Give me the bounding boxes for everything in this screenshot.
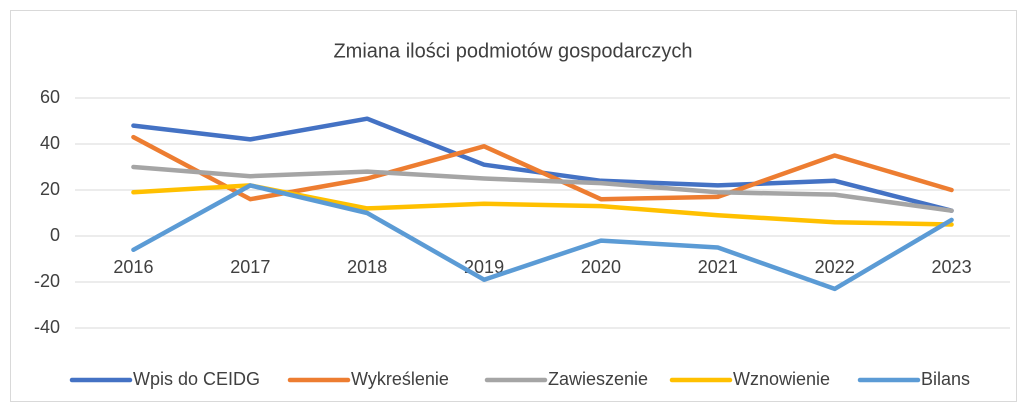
series-line — [131, 164, 954, 213]
x-tick-label: 2021 — [698, 257, 738, 277]
y-tick-label: 0 — [50, 225, 60, 245]
x-tick-label: 2020 — [581, 257, 621, 277]
y-tick-label: 60 — [40, 87, 60, 107]
x-tick-label: 2022 — [815, 257, 855, 277]
legend-label: Zawieszenie — [548, 369, 648, 389]
x-tick-label: 2017 — [230, 257, 270, 277]
x-tick-label: 2018 — [347, 257, 387, 277]
x-tick-label: 2016 — [113, 257, 153, 277]
series-line — [131, 183, 954, 292]
chart-title: Zmiana ilości podmiotów gospodarczych — [333, 40, 692, 62]
legend-label: Bilans — [921, 369, 970, 389]
legend-label: Wykreślenie — [351, 369, 449, 389]
legend-label: Wznowienie — [733, 369, 830, 389]
x-tick-label: 2023 — [932, 257, 972, 277]
y-tick-label: 20 — [40, 179, 60, 199]
y-tick-label: -40 — [34, 317, 60, 337]
y-tick-label: -20 — [34, 271, 60, 291]
legend-label: Wpis do CEIDG — [133, 369, 260, 389]
series-line — [131, 134, 954, 202]
y-tick-label: 40 — [40, 133, 60, 153]
